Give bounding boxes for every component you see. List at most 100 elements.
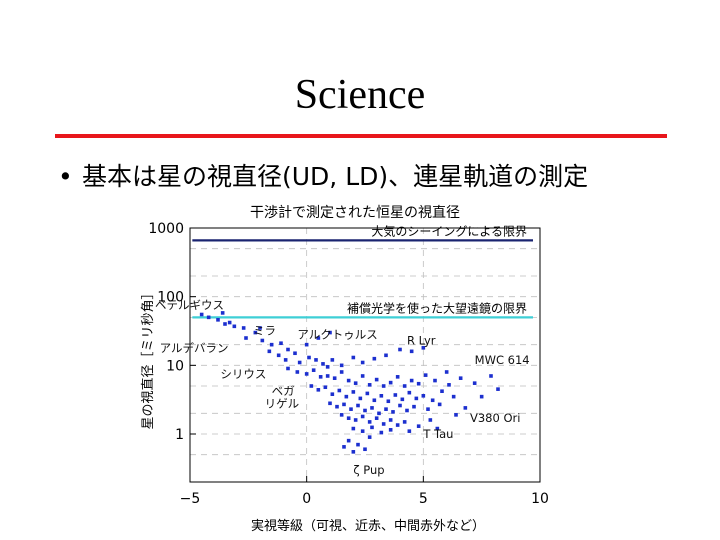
data-point — [304, 342, 309, 347]
data-point — [367, 383, 372, 387]
data-point — [416, 381, 421, 386]
data-point — [430, 398, 435, 403]
data-point — [337, 388, 342, 393]
bullet-item: • 基本は星の視直径(UD, LD)、連星軌道の測定 — [58, 160, 588, 194]
data-point — [279, 341, 283, 346]
data-point — [346, 438, 351, 443]
star-label: ミラ — [253, 324, 276, 338]
data-point — [311, 368, 316, 372]
data-point — [244, 336, 248, 340]
data-point — [363, 447, 367, 452]
data-point — [388, 428, 393, 432]
data-point — [276, 353, 281, 358]
data-point — [293, 351, 297, 356]
chart-title: 干渉計で測定された恒星の視直径 — [250, 204, 460, 221]
data-point — [353, 381, 358, 385]
data-point — [304, 372, 309, 376]
data-point — [283, 358, 288, 362]
data-point — [286, 366, 290, 371]
y-tick-label: 1 — [175, 427, 184, 443]
data-point — [416, 424, 421, 428]
star-label: ζ Pup — [353, 463, 384, 477]
data-point — [379, 394, 384, 398]
data-point — [295, 370, 300, 374]
star-label: シリウス — [220, 367, 266, 381]
data-point — [367, 420, 372, 424]
data-point — [444, 370, 449, 374]
data-point — [407, 390, 412, 395]
data-point — [393, 393, 398, 397]
data-point — [386, 399, 391, 404]
data-point — [423, 373, 428, 377]
bullet-dot-icon: • — [58, 162, 73, 191]
data-points — [199, 311, 500, 454]
data-point — [370, 406, 374, 410]
data-point — [489, 374, 493, 378]
data-point — [358, 396, 363, 401]
data-point — [360, 429, 365, 433]
data-point — [395, 375, 400, 379]
y-tick-label: 100 — [157, 290, 184, 306]
data-point — [414, 396, 419, 401]
data-point — [435, 426, 440, 431]
data-point — [454, 413, 458, 417]
data-point — [395, 423, 400, 427]
y-tick-label: 1000 — [148, 221, 184, 237]
x-tick-label: −5 — [180, 491, 201, 507]
data-point — [451, 394, 456, 399]
limit-label: 大気のシーイングによる限界 — [371, 223, 527, 238]
data-point — [463, 406, 468, 410]
star-label: ベテルギウス — [155, 298, 224, 312]
data-point — [433, 378, 437, 383]
data-point — [381, 384, 386, 388]
data-point — [360, 374, 365, 378]
data-point — [346, 378, 351, 383]
star-label: アルクトゥルス — [297, 328, 377, 342]
data-point — [496, 387, 500, 391]
data-point — [421, 346, 426, 350]
data-point — [400, 397, 405, 402]
data-point — [216, 318, 220, 322]
data-point — [328, 401, 332, 406]
data-point — [447, 383, 451, 387]
data-point — [372, 398, 377, 403]
data-point — [351, 390, 356, 394]
star-label: リゲル — [265, 396, 300, 410]
y-axis-label: 星の視直径［ミリ秒角］ — [141, 286, 156, 429]
data-point — [267, 349, 272, 354]
data-point — [227, 320, 232, 325]
data-point — [335, 404, 339, 409]
data-point — [223, 322, 227, 326]
data-point — [405, 408, 409, 413]
data-point — [260, 338, 265, 343]
data-point — [367, 435, 372, 439]
data-point — [339, 413, 344, 417]
data-point — [349, 407, 353, 411]
data-point — [391, 410, 395, 414]
data-point — [360, 414, 365, 419]
data-point — [472, 381, 477, 385]
data-point — [409, 349, 414, 354]
bullet-text: 基本は星の視直径(UD, LD)、連星軌道の測定 — [82, 162, 589, 191]
plot-frame — [189, 227, 541, 483]
data-point — [286, 347, 290, 352]
data-point — [353, 418, 358, 422]
data-point — [330, 358, 335, 362]
data-point — [426, 407, 430, 411]
data-point — [372, 356, 377, 361]
data-point — [342, 445, 346, 449]
data-point — [458, 376, 463, 380]
data-point — [374, 416, 379, 420]
data-point — [325, 365, 330, 369]
data-point — [407, 429, 412, 433]
star-label: T Tau — [422, 427, 453, 441]
data-point — [253, 330, 258, 335]
data-point — [388, 418, 393, 422]
data-point — [199, 312, 204, 317]
data-point — [351, 426, 356, 431]
star-label: R Lyr — [407, 333, 436, 347]
data-point — [220, 311, 225, 315]
